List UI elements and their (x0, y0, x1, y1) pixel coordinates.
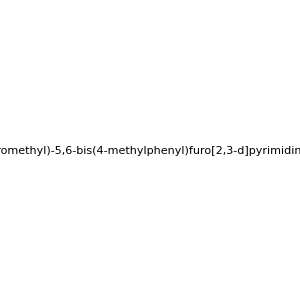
Text: 2-(Chloromethyl)-5,6-bis(4-methylphenyl)furo[2,3-d]pyrimidin-4-amine: 2-(Chloromethyl)-5,6-bis(4-methylphenyl)… (0, 146, 300, 157)
